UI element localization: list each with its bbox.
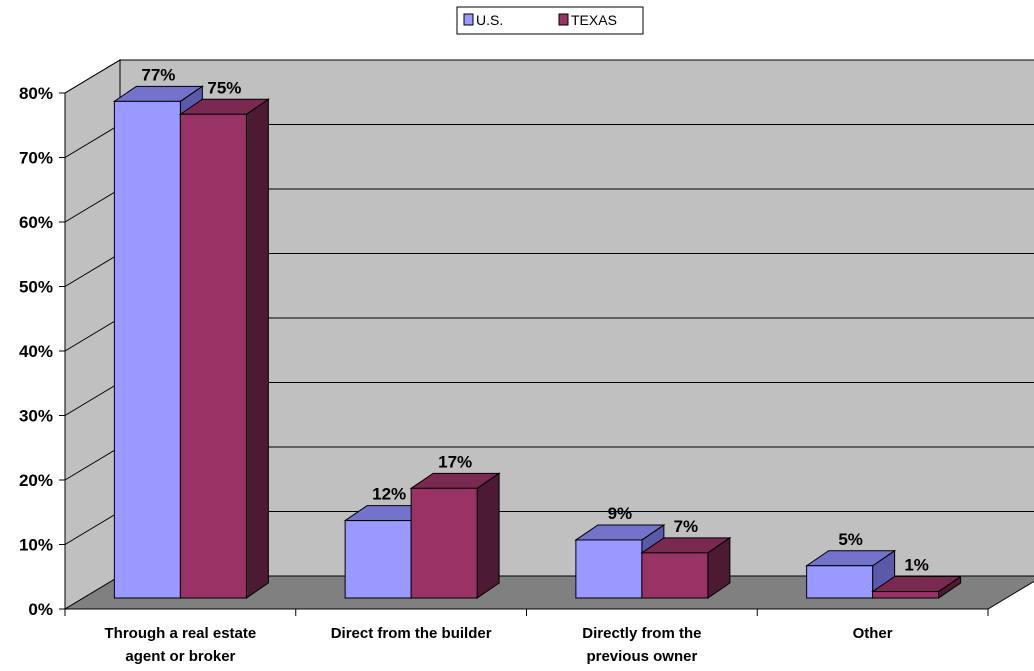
bar-side-face	[245, 98, 269, 599]
data-label: 7%	[674, 517, 699, 536]
x-axis: Through a real estate agent or broker Dire…	[64, 608, 989, 665]
gridline	[64, 59, 1034, 94]
bar-front-face	[806, 565, 874, 599]
x-category-label: previous owner	[586, 648, 697, 665]
legend-swatch-us	[463, 13, 474, 26]
x-category-label: Direct from the builder	[331, 625, 492, 642]
y-tick-label: 0%	[28, 600, 53, 619]
y-tick-label: 40%	[19, 342, 53, 361]
bar-texas	[871, 575, 963, 599]
data-label: 5%	[838, 530, 863, 549]
data-label: 9%	[608, 504, 633, 523]
y-tick-label: 50%	[19, 278, 53, 297]
x-category-label: agent or broker	[125, 648, 235, 665]
bar-front-face	[872, 591, 940, 599]
legend-box	[456, 6, 644, 35]
y-tick-label: 70%	[19, 149, 53, 168]
data-labels: 77% 12% 9% 5% 75% 17% 7% 1%	[141, 65, 929, 574]
bar-texas	[178, 98, 270, 599]
data-label: 75%	[207, 78, 241, 97]
y-tick-label: 60%	[19, 213, 53, 232]
bar-front-face	[179, 113, 247, 599]
bar-front-face	[344, 520, 412, 599]
y-tick-label: 30%	[19, 407, 53, 426]
legend-label: TEXAS	[571, 12, 617, 28]
bar-side-face	[476, 472, 500, 599]
bar-front-face	[641, 552, 709, 599]
y-tick-label: 20%	[19, 471, 53, 490]
legend-label: U.S.	[476, 12, 503, 28]
y-tick-label: 10%	[19, 536, 53, 555]
bar-front-face	[575, 539, 643, 599]
legend: U.S. TEXAS	[456, 6, 644, 35]
legend-swatch-texas	[558, 13, 569, 26]
data-label: 1%	[904, 556, 929, 575]
bar-texas	[409, 472, 501, 599]
x-category-label: Other	[853, 625, 893, 642]
bar-front-face	[113, 100, 181, 599]
data-label: 17%	[438, 452, 472, 471]
y-axis: 0% 10% 20% 30% 40% 50% 60% 70% 80%	[19, 84, 66, 619]
data-label: 12%	[372, 485, 406, 504]
bars	[112, 85, 963, 599]
data-label: 77%	[141, 65, 175, 84]
x-category-label: Through a real estate	[105, 625, 257, 642]
bar-front-face	[410, 487, 478, 599]
y-tick-label: 80%	[19, 84, 53, 103]
x-category-label: Directly from the	[582, 625, 701, 642]
bar-texas	[640, 536, 732, 599]
